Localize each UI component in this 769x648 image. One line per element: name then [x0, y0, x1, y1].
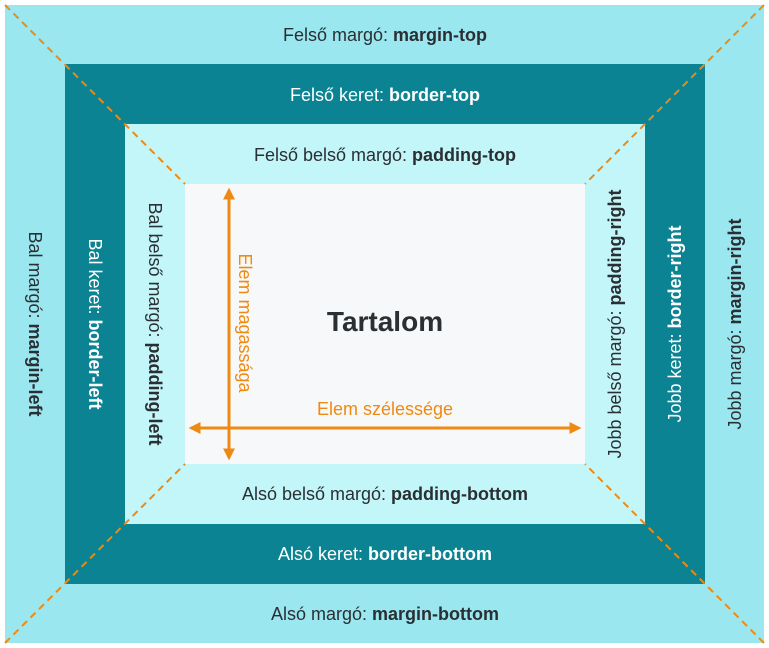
- border-top-label: Felső keret: border-top: [289, 85, 481, 105]
- padding-bottom-label: Alsó belső margó: padding-bottom: [241, 484, 529, 504]
- diagonal-top-left: [4, 4, 186, 185]
- border-right-label: Jobb keret: border-right: [665, 225, 685, 423]
- border-bottom-label: Alsó keret: border-bottom: [277, 544, 493, 564]
- padding-right-label: Jobb belső margó: padding-right: [605, 189, 625, 459]
- margin-top-label: Felső margó: margin-top: [282, 25, 488, 45]
- margin-bottom-label: Alsó margó: margin-bottom: [270, 604, 500, 624]
- height-label: Elem magassága: [235, 253, 255, 393]
- padding-top-label: Felső belső margó: padding-top: [253, 145, 517, 165]
- diagonal-top-right: [584, 4, 765, 185]
- border-left-label: Bal keret: border-left: [85, 238, 105, 410]
- diagonal-bottom-left: [4, 463, 186, 644]
- width-label: Elem szélessége: [316, 399, 454, 419]
- padding-left-label: Bal belső margó: padding-left: [145, 202, 165, 446]
- diagonal-bottom-right: [584, 463, 765, 644]
- content-title: Tartalom: [326, 306, 444, 337]
- margin-left-label: Bal margó: margin-left: [25, 231, 45, 417]
- content-area: [185, 184, 585, 464]
- margin-right-label: Jobb margó: margin-right: [725, 218, 745, 430]
